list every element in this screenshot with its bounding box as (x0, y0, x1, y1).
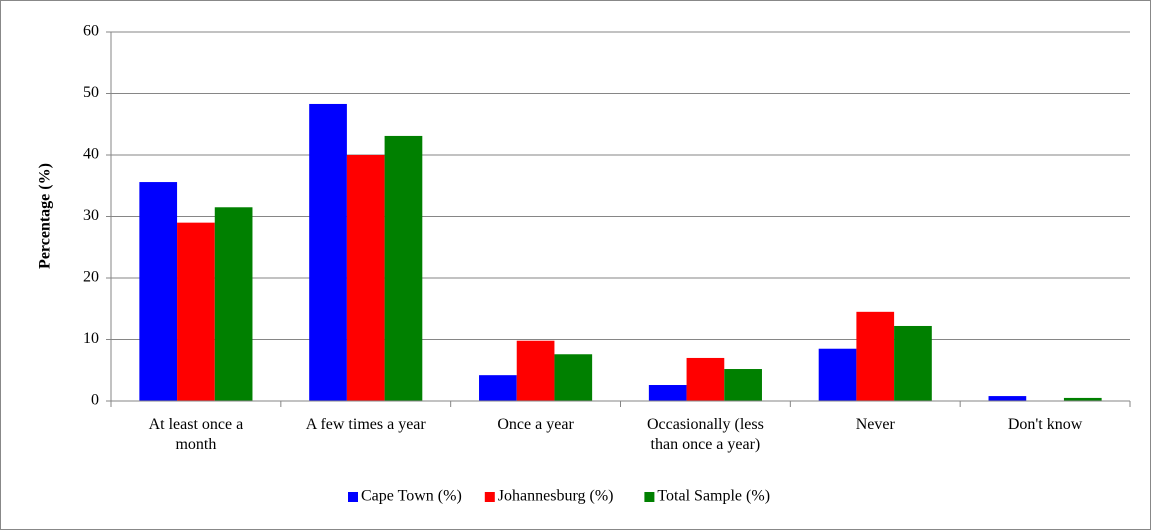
x-tick-label: Once a year (497, 416, 574, 433)
bar (686, 357, 725, 401)
legend-swatch (644, 492, 655, 502)
bar (988, 396, 1027, 401)
y-tick-label: 50 (83, 84, 99, 101)
x-tick-label: Don't know (1007, 416, 1083, 433)
bar (479, 375, 517, 401)
x-tick-label: Occasionally (less than once a year) (646, 416, 764, 453)
y-tick-label: 60 (83, 23, 99, 40)
bar (894, 325, 932, 401)
bar (346, 155, 385, 401)
legend-label: Cape Town (%) (361, 488, 462, 505)
bar (818, 348, 857, 401)
bar (1063, 397, 1102, 401)
y-tick-label: 10 (83, 330, 99, 347)
bar (177, 222, 215, 401)
y-tick-label: 20 (83, 269, 99, 286)
y-axis-label: Percentage (%) (37, 163, 54, 269)
y-tick-label: 0 (91, 392, 99, 409)
legend-swatch (348, 492, 358, 502)
bar (648, 385, 687, 401)
bar (724, 369, 762, 401)
legend-label: Johannesburg (%) (498, 488, 614, 505)
bar (139, 182, 178, 401)
bar (384, 135, 423, 401)
bar (516, 340, 555, 401)
x-tick-label: Never (855, 416, 895, 433)
bar (554, 354, 593, 401)
x-tick-label: A few times a year (305, 416, 426, 433)
y-tick-label: 40 (83, 146, 99, 163)
legend-label: Total Sample (%) (657, 488, 770, 505)
bar (856, 311, 895, 401)
x-tick-label: At least once a month (148, 416, 244, 453)
legend-swatch (484, 492, 495, 502)
y-tick-label: 30 (83, 207, 99, 224)
bar (214, 207, 253, 401)
bar (309, 103, 347, 401)
